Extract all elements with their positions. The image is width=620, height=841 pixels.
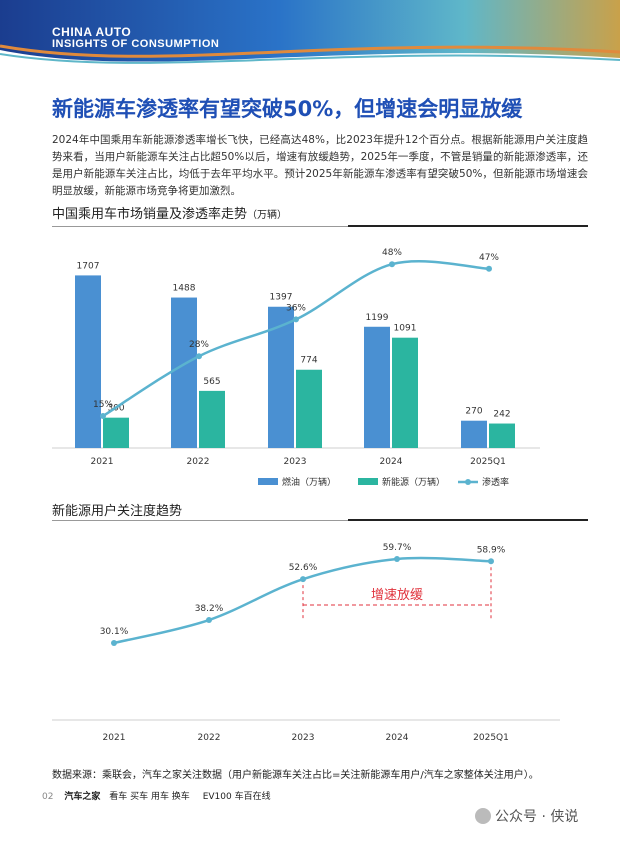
label-attention-2023: 52.6%: [289, 563, 318, 573]
label-penetration-2023: 36%: [286, 303, 306, 313]
point-attention-2021: [111, 640, 117, 646]
point-penetration-2023: [293, 316, 299, 323]
label-nev-2022: 565: [203, 377, 220, 387]
label-penetration-2021: 15%: [93, 400, 113, 410]
label-fuel-2023: 1397: [270, 293, 293, 303]
intro-paragraph: 2024年中国乘用车新能源渗透率增长飞快，已经高达48%，比2023年提升12个…: [52, 134, 588, 197]
bar-fuel-2021: [75, 275, 101, 448]
bar-nev-2022: [199, 390, 225, 448]
point-attention-2023: [300, 576, 306, 583]
watermark: 公众号 · 侠说: [475, 806, 578, 826]
chart1-rule: [52, 226, 348, 227]
label-penetration-2025Q1: 47%: [479, 253, 499, 263]
chart1-unit: （万辆）: [247, 210, 288, 221]
legend-marker-rate: [465, 479, 471, 485]
chart1-title-text: 中国乘用车市场销量及渗透率走势: [52, 207, 248, 222]
footer-nav: 看车 买车 用车 换车: [109, 792, 190, 802]
page-header: CHINA AUTO INSIGHTS OF CONSUMPTION: [0, 0, 620, 78]
chart1-sales-penetration: 1707300202114885652022139777420231199109…: [52, 248, 540, 488]
legend-label-nev: 新能源（万辆）: [382, 476, 445, 488]
chart1-rule-accent: [348, 225, 588, 227]
legend-label-rate: 渗透率: [482, 476, 509, 488]
chart2-rule-accent: [348, 519, 588, 521]
chart1-title: 中国乘用车市场销量及渗透率走势（万辆）: [52, 203, 287, 222]
page-footer: 02 汽车之家 看车 买车 用车 换车 EV100 车百在线: [42, 789, 271, 802]
wechat-icon: [475, 808, 491, 824]
bar-nev-2021: [103, 417, 129, 448]
tick-x-2024: 2024: [380, 457, 403, 467]
bar-nev-2023: [296, 369, 322, 448]
tick-x-2022: 2022: [198, 733, 221, 743]
brand-line-2: INSIGHTS OF CONSUMPTION: [52, 38, 220, 50]
tick-x-2025Q1: 2025Q1: [473, 733, 509, 743]
bar-nev-2024: [392, 337, 418, 448]
brand-line-1: CHINA AUTO: [52, 25, 132, 39]
label-nev-2024: 1091: [394, 324, 417, 334]
chart2-title: 新能源用户关注度趋势: [52, 504, 183, 519]
page-number: 02: [42, 792, 54, 802]
point-penetration-2024: [389, 261, 395, 268]
tick-x-2021: 2021: [91, 457, 114, 467]
point-attention-2022: [206, 617, 212, 624]
chart2-rule: [52, 520, 348, 521]
data-source-note: 数据来源：乘联会，汽车之家关注数据（用户新能源车关注占比=关注新能源车用户/汽车…: [52, 770, 539, 781]
label-attention-2021: 30.1%: [100, 627, 129, 637]
brand-logo-text: CHINA AUTO INSIGHTS OF CONSUMPTION: [52, 26, 219, 50]
bar-fuel-2025Q1: [461, 420, 487, 448]
label-attention-2025Q1: 58.9%: [477, 545, 506, 555]
label-penetration-2024: 48%: [382, 248, 402, 258]
point-penetration-2025Q1: [486, 265, 492, 272]
header-banner: [0, 0, 620, 78]
point-attention-2024: [394, 556, 400, 562]
legend-swatch-nev: [358, 478, 378, 485]
label-attention-2022: 38.2%: [195, 604, 224, 614]
page-title: 新能源车渗透率有望突破50%，但增速会明显放缓: [52, 97, 523, 121]
annotation-label: 增速放缓: [371, 588, 423, 603]
point-attention-2025Q1: [488, 558, 494, 565]
label-fuel-2025Q1: 270: [465, 407, 482, 417]
label-nev-2023: 774: [300, 356, 317, 366]
label-penetration-2022: 28%: [189, 340, 209, 350]
legend-swatch-fuel: [258, 478, 278, 485]
footer-brand-ev100: EV100 车百在线: [202, 792, 271, 802]
tick-x-2024: 2024: [386, 733, 409, 743]
label-fuel-2024: 1199: [366, 313, 389, 323]
chart2-user-attention: 2021 2022 2023 2024 2025Q1 30.1% 38.2% 52.6% 59.…: [52, 543, 560, 743]
label-fuel-2021: 1707: [77, 261, 100, 271]
legend-label-fuel: 燃油（万辆）: [282, 476, 336, 488]
tick-x-2021: 2021: [103, 733, 126, 743]
tick-x-2022: 2022: [187, 457, 210, 467]
tick-x-2023: 2023: [292, 733, 315, 743]
tick-x-2025Q1: 2025Q1: [470, 457, 506, 467]
point-penetration-2022: [196, 353, 202, 360]
bar-nev-2025Q1: [489, 423, 515, 448]
point-penetration-2021: [100, 413, 106, 419]
tick-x-2023: 2023: [284, 457, 307, 467]
footer-brand-autohome: 汽车之家: [64, 792, 101, 802]
label-attention-2024: 59.7%: [383, 543, 412, 553]
label-fuel-2022: 1488: [173, 284, 196, 294]
label-nev-2025Q1: 242: [493, 410, 510, 420]
watermark-text: 公众号 · 侠说: [495, 809, 579, 825]
bar-fuel-2024: [364, 326, 390, 448]
bar-fuel-2022: [171, 297, 197, 448]
